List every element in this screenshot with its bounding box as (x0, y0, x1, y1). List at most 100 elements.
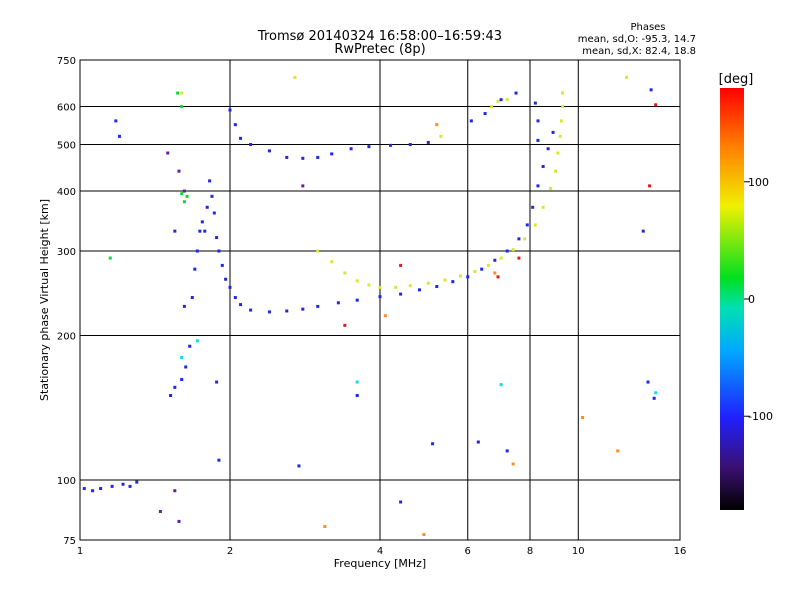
data-point (399, 500, 403, 504)
chart-subtitle: RwPretec (8p) (334, 42, 425, 57)
data-point (654, 391, 658, 395)
colorbar (720, 88, 744, 510)
data-point (190, 296, 194, 300)
tick-labels: 1 2 4 6 8 10 16 75 100 200 300 400 500 600 750 (57, 56, 686, 557)
data-point (135, 480, 139, 484)
data-point (394, 285, 398, 289)
data-point (121, 482, 125, 486)
data-point (228, 285, 232, 289)
data-point (536, 119, 540, 123)
y-tick-label: 100 (57, 476, 76, 487)
stats-line-x: mean, sd,X: 82.4, 18.8 (582, 46, 696, 57)
data-point (431, 442, 435, 446)
colorbar-ticks: 100 0 -100 (744, 176, 773, 423)
data-point (581, 415, 585, 419)
data-point (558, 134, 562, 138)
data-point (466, 275, 470, 279)
x-tick-label: 2 (227, 546, 233, 557)
data-point (180, 377, 184, 381)
data-point (559, 119, 563, 123)
data-point (553, 169, 557, 173)
data-point (176, 91, 180, 95)
data-point (616, 449, 620, 453)
data-points (82, 75, 658, 537)
data-point (239, 303, 243, 307)
data-point (505, 449, 509, 453)
data-point (556, 151, 560, 155)
data-point (536, 138, 540, 142)
data-point (180, 192, 184, 196)
data-point (422, 533, 426, 537)
data-point (451, 280, 455, 284)
data-point (646, 380, 650, 384)
data-point (343, 271, 347, 275)
data-point (625, 75, 629, 79)
data-point (301, 184, 305, 188)
data-point (408, 143, 412, 147)
data-point (177, 519, 181, 523)
data-point (173, 229, 177, 233)
data-point (551, 130, 555, 134)
data-point (220, 263, 224, 267)
data-point (99, 487, 103, 491)
data-point (493, 271, 497, 275)
data-point (212, 211, 216, 215)
data-point (184, 365, 188, 369)
data-point (215, 380, 219, 384)
data-point (180, 355, 184, 359)
data-point (367, 145, 371, 149)
data-point (293, 75, 297, 79)
data-point (249, 308, 253, 312)
data-point (499, 256, 503, 260)
data-point (355, 279, 359, 283)
data-point (173, 385, 177, 389)
data-point (561, 105, 565, 109)
data-point (208, 179, 212, 183)
data-point (205, 205, 209, 209)
data-point (654, 103, 658, 107)
data-point (316, 304, 320, 308)
data-point (316, 155, 320, 159)
y-axis-label: Stationary phase Virtual Height [km] (38, 199, 51, 401)
data-point (483, 112, 487, 116)
data-point (203, 229, 207, 233)
data-point (82, 487, 86, 491)
data-point (490, 105, 494, 109)
data-point (378, 285, 382, 289)
data-point (531, 205, 535, 209)
data-point (641, 229, 645, 233)
data-point (426, 140, 430, 144)
data-point (128, 484, 132, 488)
data-point (389, 143, 393, 147)
data-point (267, 310, 271, 314)
data-point (511, 248, 515, 252)
data-point (249, 143, 253, 147)
stats-line-o: mean, sd,O: -95.3, 14.7 (578, 34, 696, 45)
data-point (301, 307, 305, 311)
data-point (200, 220, 204, 224)
stats-heading: Phases (630, 22, 665, 33)
data-point (114, 119, 118, 123)
data-point (511, 462, 515, 466)
data-point (180, 91, 184, 95)
data-point (182, 189, 186, 193)
data-point (525, 223, 529, 227)
x-axis-label: Frequency [MHz] (334, 557, 426, 570)
data-point (496, 275, 500, 279)
y-tick-label: 200 (57, 332, 76, 343)
data-point (166, 151, 170, 155)
data-point (514, 91, 518, 95)
data-point (110, 484, 114, 488)
data-point (493, 258, 497, 262)
data-point (355, 298, 359, 302)
data-point (541, 205, 545, 209)
x-tick-label: 4 (377, 546, 383, 557)
data-point (323, 525, 327, 529)
data-point (193, 267, 197, 271)
data-point (476, 440, 480, 444)
data-point (496, 99, 500, 103)
data-point (649, 88, 653, 92)
data-point (182, 200, 186, 204)
data-point (336, 301, 340, 305)
data-point (439, 134, 443, 138)
